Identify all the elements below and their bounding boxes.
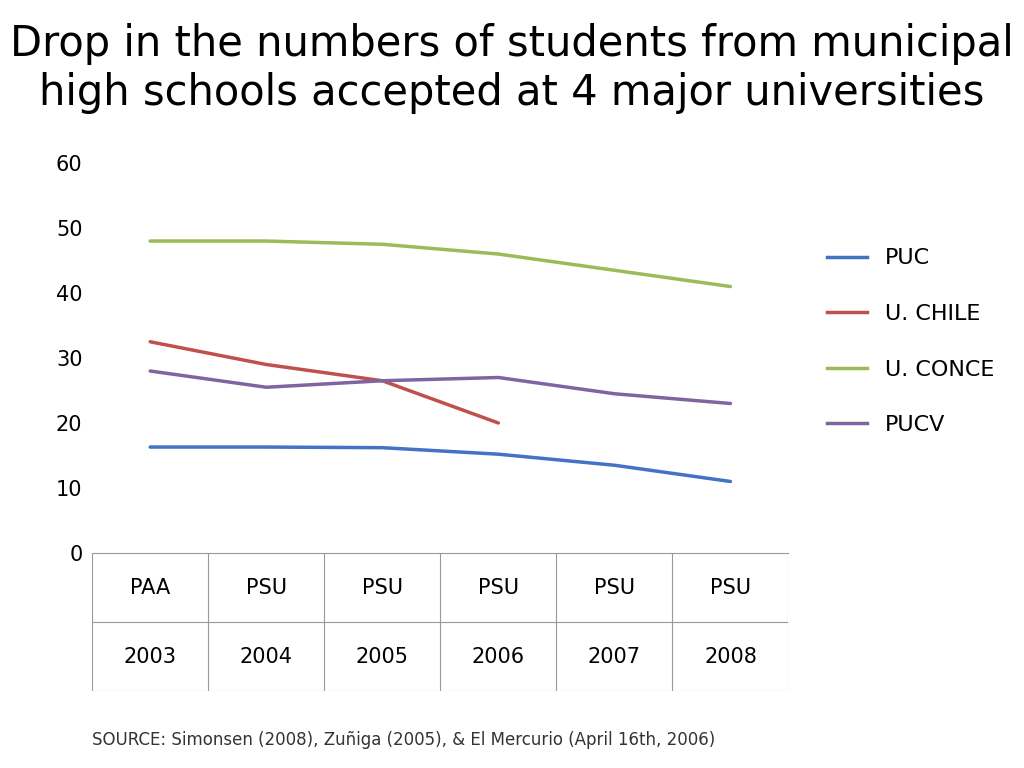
Legend: PUC, U. CHILE, U. CONCE, PUCV: PUC, U. CHILE, U. CONCE, PUCV	[827, 248, 994, 435]
PUCV	[144, 366, 157, 376]
Text: 2008: 2008	[705, 647, 757, 667]
Text: 2004: 2004	[240, 647, 293, 667]
PUCV	[493, 373, 505, 382]
Line: PUCV: PUCV	[151, 371, 730, 403]
PUCV	[724, 399, 736, 408]
U. CHILE	[144, 337, 157, 346]
U. CHILE	[260, 360, 272, 369]
Text: PSU: PSU	[710, 578, 751, 598]
Text: Drop in the numbers of students from municipal
high schools accepted at 4 major : Drop in the numbers of students from mun…	[10, 23, 1014, 114]
PUCV	[376, 376, 388, 386]
Text: 2007: 2007	[588, 647, 641, 667]
Text: PSU: PSU	[246, 578, 287, 598]
PUC	[724, 477, 736, 486]
Text: PSU: PSU	[478, 578, 519, 598]
U. CONCE	[724, 282, 736, 291]
PUCV	[608, 389, 621, 399]
PUC	[144, 442, 157, 452]
U. CONCE	[260, 237, 272, 246]
Text: PAA: PAA	[130, 578, 170, 598]
PUC	[260, 442, 272, 452]
U. CONCE	[608, 266, 621, 275]
Text: 2006: 2006	[472, 647, 525, 667]
Line: U. CONCE: U. CONCE	[151, 241, 730, 286]
Text: PSU: PSU	[594, 578, 635, 598]
Text: PSU: PSU	[361, 578, 402, 598]
U. CHILE	[376, 376, 388, 386]
U. CHILE	[493, 419, 505, 428]
U. CONCE	[144, 237, 157, 246]
PUC	[493, 449, 505, 458]
PUCV	[260, 382, 272, 392]
Text: 2005: 2005	[355, 647, 409, 667]
Text: SOURCE: Simonsen (2008), Zuñiga (2005), & El Mercurio (April 16th, 2006): SOURCE: Simonsen (2008), Zuñiga (2005), …	[92, 731, 716, 749]
Line: U. CHILE: U. CHILE	[151, 342, 499, 423]
PUC	[608, 461, 621, 470]
U. CONCE	[376, 240, 388, 249]
U. CONCE	[493, 250, 505, 259]
Line: PUC: PUC	[151, 447, 730, 482]
Text: 2003: 2003	[124, 647, 177, 667]
PUC	[376, 443, 388, 452]
